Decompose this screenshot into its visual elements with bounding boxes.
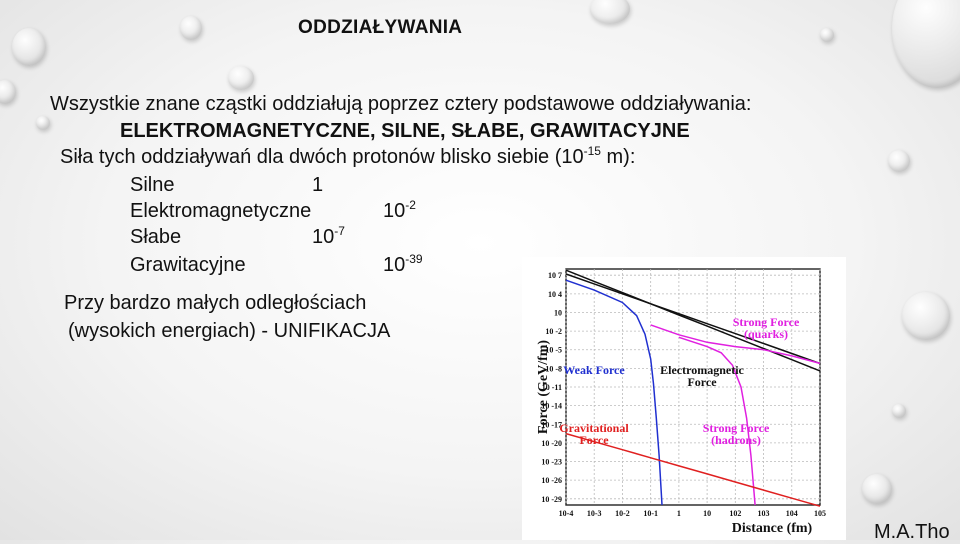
y-tick-label: 10 -23 — [541, 458, 562, 467]
strength-value-weak: 10-7 — [312, 224, 345, 248]
water-drop-decoration — [892, 0, 960, 88]
intro-text: Wszystkie znane cząstki oddziałują poprz… — [50, 93, 752, 115]
water-drop-decoration — [12, 28, 46, 66]
annotation-1: Weak Force — [563, 363, 625, 377]
water-drop-decoration — [180, 16, 202, 40]
slide-title: ODDZIAŁYWANIA — [298, 17, 463, 38]
series-line-4 — [678, 336, 756, 506]
strength-value-gravitational: 10-39 — [383, 252, 423, 276]
interaction-list: ELEKTROMAGNETYCZNE, SILNE, SŁABE, GRAWIT… — [120, 120, 690, 142]
chart-svg: 10 7 10 4 10 10 -2 10 -5 10 -8 10 -11 10 -14 10 … — [536, 268, 826, 536]
x-tick-label: 1 — [677, 509, 681, 518]
water-drop-decoration — [590, 0, 630, 24]
annotation-0: Strong Force — [733, 315, 800, 329]
y-tick-label: 10 -5 — [545, 346, 562, 355]
annotation-3-line2: Force — [579, 433, 609, 447]
y-tick-label: 10 -8 — [545, 364, 562, 373]
y-tick-label: 10 -20 — [541, 439, 562, 448]
y-axis-label: Force (GeV/fm) — [536, 340, 551, 435]
water-drop-decoration — [892, 404, 906, 418]
x-tick-label: 10-1 — [643, 509, 658, 518]
x-tick-label: 10-3 — [587, 509, 602, 518]
water-drop-decoration — [820, 28, 834, 42]
strength-intro: Siła tych oddziaływań dla dwóch protonów… — [60, 144, 636, 168]
y-tick-label: 10 7 — [548, 271, 562, 280]
x-tick-label: 10-2 — [615, 509, 630, 518]
y-tick-label: 10 -17 — [541, 420, 562, 429]
water-drop-decoration — [228, 66, 254, 90]
water-drop-decoration — [0, 80, 16, 104]
water-drop-decoration — [36, 116, 50, 130]
series-line-5 — [565, 432, 821, 507]
unification-line-1: Przy bardzo małych odległościach — [64, 292, 367, 314]
strength-name-electromagnetic: Elektromagnetyczne — [130, 200, 312, 222]
author-credit: M.A.Tho — [874, 521, 950, 543]
unification-line-2: (wysokich energiach) - UNIFIKACJA — [68, 320, 391, 342]
water-drop-decoration — [902, 292, 950, 340]
y-tick-label: 10 -29 — [541, 495, 562, 504]
y-tick-label: 10 4 — [548, 290, 562, 299]
water-drop-decoration — [888, 150, 910, 172]
y-tick-label: 10 -11 — [542, 383, 562, 392]
y-tick-label: 10 -2 — [545, 327, 562, 336]
annotation-0-line2: (quarks) — [744, 327, 788, 341]
strength-value-strong: 1 — [312, 174, 324, 196]
x-tick-label: 102 — [729, 509, 741, 518]
strength-name-weak: Słabe — [130, 226, 182, 248]
strength-name-gravitational: Grawitacyjne — [130, 254, 246, 276]
x-tick-label: 103 — [758, 509, 770, 518]
series-line-2 — [565, 279, 663, 506]
x-tick-label: 10-4 — [559, 509, 574, 518]
annotation-4-line2: (hadrons) — [711, 433, 761, 447]
x-axis-label: Distance (fm) — [732, 521, 813, 536]
series-line-0 — [565, 273, 821, 365]
strength-name-strong: Silne — [130, 174, 175, 196]
x-tick-label: 105 — [814, 509, 826, 518]
annotation-2-line2: Force — [687, 375, 717, 389]
water-drop-decoration — [862, 474, 892, 504]
y-tick-label: 10 -14 — [541, 402, 562, 411]
y-tick-label: 10 -26 — [541, 476, 562, 485]
annotation-3: Gravitational — [559, 421, 629, 435]
strength-value-electromagnetic: 10-2 — [383, 198, 416, 222]
series-line-1 — [565, 269, 821, 372]
force-distance-chart: 10 7 10 4 10 10 -2 10 -5 10 -8 10 -11 10 -14 10 … — [522, 257, 846, 540]
x-tick-label: 104 — [786, 509, 798, 518]
annotation-4: Strong Force — [703, 421, 770, 435]
x-tick-label: 10 — [703, 509, 711, 518]
y-tick-label: 10 — [554, 308, 562, 317]
series-line-3 — [650, 324, 821, 365]
annotation-2: Electromagnetic — [660, 363, 744, 377]
